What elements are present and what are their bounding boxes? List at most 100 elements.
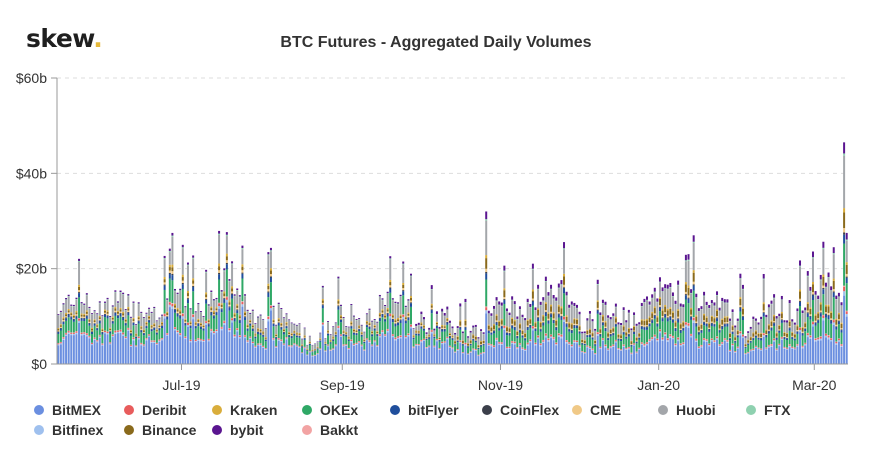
bar-segment-bitfinex [295, 345, 298, 347]
bar-segment-kraken [70, 312, 73, 314]
bar-segment-bitflyer [456, 340, 459, 343]
bar-segment-kraken [817, 312, 820, 314]
bar-segment-kraken [277, 318, 280, 320]
bar-segment-binance [259, 330, 262, 332]
bar-segment-ftx [627, 312, 630, 314]
bar-segment-bitmex [796, 346, 799, 364]
bar-segment-bitfinex [83, 333, 86, 335]
bar-segment-bitflyer [671, 319, 674, 323]
bar-segment-bitfinex [534, 344, 537, 346]
bar-segment-bybit [446, 306, 449, 310]
bar-segment-ftx [845, 239, 848, 241]
bar-segment-bybit [485, 211, 488, 220]
bar-segment-cme [88, 321, 91, 323]
bar-segment-kraken [843, 208, 846, 213]
legend-item-bakkt[interactable]: Bakkt [302, 422, 358, 438]
bar-segment-bitflyer [412, 337, 415, 340]
bar-segment-bybit [166, 298, 169, 300]
bar-segment-bybit [570, 301, 573, 305]
bar-segment-bitmex [293, 345, 296, 364]
bar-segment-bitfinex [334, 345, 337, 347]
bar-segment-bitmex [835, 344, 838, 364]
bar-segment-bybit [591, 319, 594, 322]
bar-segment-kraken [480, 340, 483, 342]
bar-segment-bitflyer [233, 318, 236, 322]
bar-segment-bybit [179, 288, 182, 291]
bar-segment-bitmex [754, 347, 757, 364]
bar-segment-bybit [161, 314, 164, 316]
bar-segment-bybit [238, 295, 241, 297]
bar-segment-huobi [697, 311, 700, 326]
bar-segment-bybit [428, 327, 431, 330]
bar-segment-okex [822, 294, 825, 315]
bar-segment-bybit [726, 299, 729, 303]
bar-segment-ftx [145, 313, 148, 315]
legend-item-ftx[interactable]: FTX [746, 402, 790, 418]
bar-segment-coinflex [739, 307, 742, 308]
bar-segment-bitfinex [669, 336, 672, 338]
bar-segment-okex [88, 325, 91, 336]
legend-item-okex[interactable]: OKEx [302, 402, 358, 418]
bar-segment-okex [124, 325, 127, 337]
legend-dot [212, 405, 222, 415]
bar-segment-bitflyer [88, 323, 91, 326]
bar-segment-okex [171, 280, 174, 304]
legend-item-bitmex[interactable]: BitMEX [34, 402, 101, 418]
bar-segment-bybit [503, 265, 506, 271]
legend-item-bybit[interactable]: bybit [212, 422, 263, 438]
bar-segment-kraken [625, 331, 628, 333]
bar-segment-huobi [150, 313, 153, 326]
bar-segment-cme [635, 340, 638, 342]
legend-item-bitflyer[interactable]: bitFlyer [390, 402, 459, 418]
legend-item-deribit[interactable]: Deribit [124, 402, 186, 418]
bar-segment-bitfinex [516, 348, 519, 350]
bar-segment-huobi [734, 327, 737, 337]
bar-segment-deribit [438, 348, 441, 350]
bar-segment-cme [181, 280, 184, 283]
bar-segment-ftx [653, 291, 656, 293]
bar-segment-binance [264, 337, 267, 339]
bar-segment-bitflyer [467, 346, 470, 348]
bar-segment-bitflyer [308, 343, 311, 346]
bar-segment-kraken [259, 329, 262, 330]
bar-segment-kraken [827, 304, 830, 307]
bar-segment-ftx [321, 287, 324, 289]
legend-item-kraken[interactable]: Kraken [212, 402, 277, 418]
bar-segment-huobi [342, 318, 345, 331]
bar-segment-kraken [181, 274, 184, 278]
bar-segment-ftx [565, 295, 568, 297]
legend-item-cme[interactable]: CME [572, 402, 621, 418]
bar-segment-bakkt [181, 313, 184, 314]
bar-segment-okex [487, 333, 490, 344]
bar-segment-bitfinex [718, 345, 721, 347]
bar-segment-huobi [620, 325, 623, 335]
bar-segment-huobi [137, 304, 140, 317]
bar-segment-huobi [220, 292, 223, 304]
bar-segment-kraken [106, 310, 109, 312]
legend-item-huobi[interactable]: Huobi [658, 402, 716, 418]
bar-segment-okex [508, 335, 511, 347]
legend-dot [302, 405, 312, 415]
bar-segment-ftx [85, 294, 88, 296]
bar-segment-huobi [658, 282, 661, 298]
bar-segment-bakkt [225, 296, 228, 298]
legend-item-coinflex[interactable]: CoinFlex [482, 402, 559, 418]
bar-segment-kraken [207, 319, 210, 321]
bar-segment-bitmex [298, 348, 301, 364]
bar-segment-huobi [376, 323, 379, 332]
bar-segment-binance [124, 319, 127, 322]
bar-segment-coinflex [384, 318, 387, 320]
legend-item-binance[interactable]: Binance [124, 422, 196, 438]
bar-segment-bitfinex [67, 332, 70, 334]
bar-segment-bitfinex [358, 342, 361, 344]
bar-segment-okex [614, 326, 617, 340]
bar-segment-binance [793, 334, 796, 338]
bar-segment-kraken [358, 325, 361, 327]
bar-segment-bakkt [218, 302, 221, 304]
legend-item-bitfinex[interactable]: Bitfinex [34, 422, 103, 438]
bar-segment-kraken [282, 328, 285, 330]
bar-segment-deribit [609, 346, 612, 348]
bar-segment-okex [537, 321, 540, 336]
bar-segment-cme [555, 325, 558, 328]
